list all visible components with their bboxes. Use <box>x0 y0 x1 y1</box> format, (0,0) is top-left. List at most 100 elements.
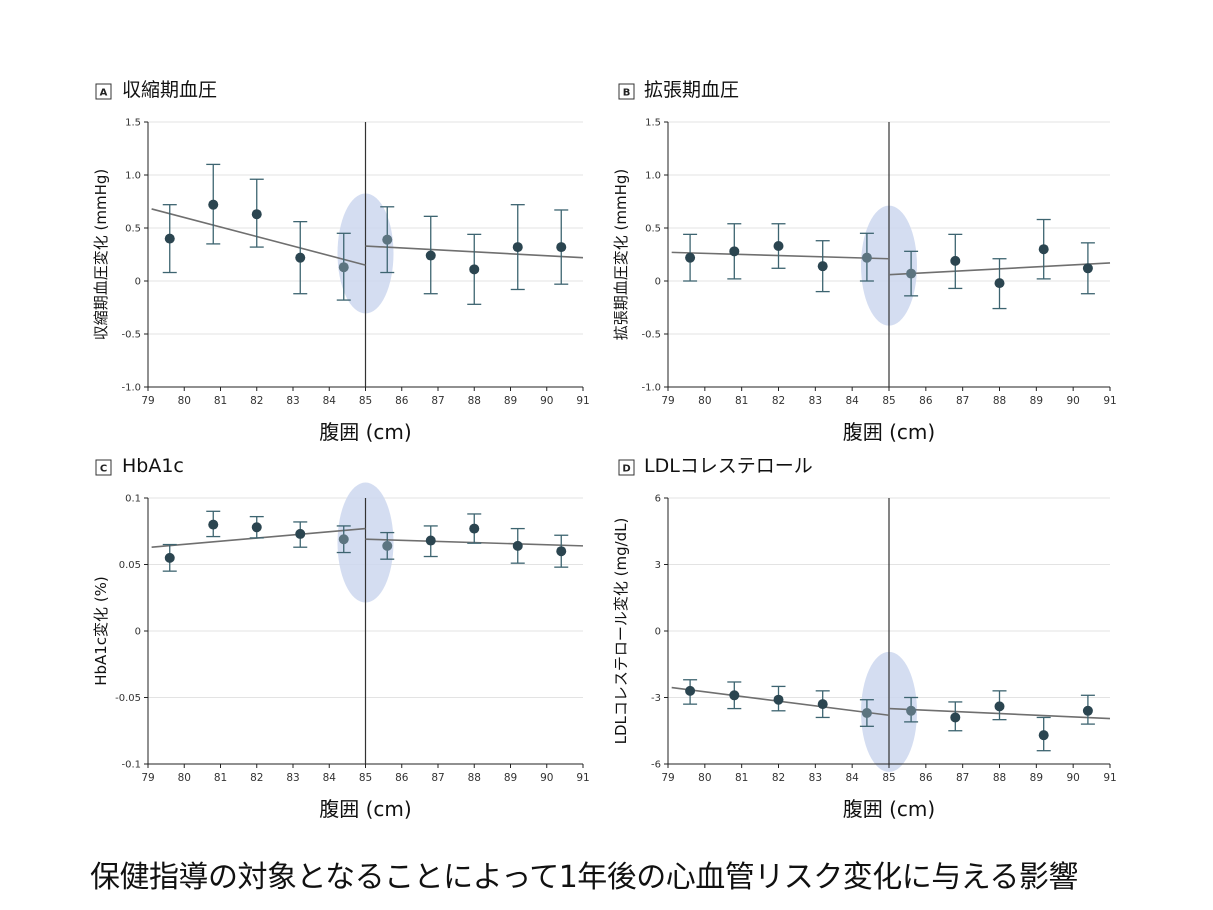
x-tick-label: 86 <box>395 772 409 784</box>
data-point <box>512 540 523 551</box>
x-tick-label: 82 <box>250 395 263 407</box>
panel-letter: B <box>623 88 631 99</box>
x-tick-label: 81 <box>214 772 227 784</box>
x-tick-label: 88 <box>468 772 481 784</box>
data-point <box>469 264 480 275</box>
x-tick-label: 85 <box>882 772 895 784</box>
data-point <box>1082 263 1093 274</box>
x-tick-label: 83 <box>286 395 299 407</box>
x-tick-label: 86 <box>395 395 409 407</box>
panel-letter-box <box>95 459 112 476</box>
y-axis-title: HbA1c変化 (%) <box>92 576 110 686</box>
y-tick-label: -0.5 <box>641 330 661 341</box>
panel-letter: A <box>100 88 108 99</box>
chart-panel-d: D LDLコレステロール 6 3 0 -3 -679 80 81 82 83 84 85 86 87 88 89… <box>612 455 1117 821</box>
chart-panel-c: C HbA1c 0.1 0.05 0 -0.05 -0.179 80 81 82 83 84 85 86 8… <box>92 455 590 821</box>
data-point <box>817 699 828 710</box>
figure-caption: 保健指導の対象となることによって1年後の心血管リスク変化に与える影響 <box>90 860 1078 895</box>
panel-letter: C <box>100 464 107 475</box>
data-point <box>773 694 784 705</box>
x-tick-label: 80 <box>178 772 191 784</box>
x-tick-label: 80 <box>698 772 711 784</box>
panel-title: HbA1c <box>122 455 184 477</box>
x-tick-label: 84 <box>323 395 337 407</box>
data-point <box>164 233 175 244</box>
y-tick-label: 0 <box>655 277 661 288</box>
x-tick-label: 83 <box>809 772 822 784</box>
data-point <box>861 708 872 719</box>
data-point <box>338 262 349 273</box>
x-tick-label: 90 <box>1066 772 1079 784</box>
x-tick-label: 86 <box>919 395 933 407</box>
data-point <box>164 552 175 563</box>
data-point <box>773 241 784 252</box>
y-tick-label: -3 <box>651 693 661 704</box>
data-point <box>1038 730 1049 741</box>
data-point <box>512 242 523 253</box>
x-tick-label: 81 <box>735 395 748 407</box>
panel-letter: D <box>622 464 630 475</box>
y-tick-label: 6 <box>655 494 661 505</box>
x-tick-label: 89 <box>504 772 517 784</box>
data-point <box>208 199 219 210</box>
y-tick-label: 1.5 <box>125 118 141 129</box>
data-point <box>994 701 1005 712</box>
y-tick-label: -6 <box>651 760 661 771</box>
x-tick-label: 84 <box>845 772 859 784</box>
panel-letter-box <box>618 83 635 100</box>
x-tick-label: 91 <box>576 395 589 407</box>
y-tick-label: 1.5 <box>645 118 661 129</box>
x-tick-label: 82 <box>250 772 263 784</box>
data-point <box>994 278 1005 289</box>
data-point <box>906 268 917 279</box>
y-tick-label: 0 <box>135 627 141 638</box>
data-point <box>817 261 828 272</box>
data-point <box>251 209 262 220</box>
chart-panel-a: A 収縮期血圧 1.5 1.0 0.5 0 -0.5 -1.079 80 81 82 83 84 85 86… <box>92 79 590 444</box>
data-point <box>950 255 961 266</box>
x-tick-label: 85 <box>359 772 372 784</box>
x-tick-label: 91 <box>1103 395 1116 407</box>
x-tick-label: 83 <box>286 772 299 784</box>
data-point <box>425 250 436 261</box>
x-tick-label: 90 <box>1066 395 1079 407</box>
x-tick-label: 81 <box>214 395 227 407</box>
x-tick-label: 79 <box>661 772 674 784</box>
data-point <box>295 252 306 263</box>
x-tick-label: 89 <box>1030 395 1043 407</box>
y-tick-label: 1.0 <box>645 171 661 182</box>
x-tick-label: 79 <box>141 772 154 784</box>
y-tick-label: -1.0 <box>641 383 661 394</box>
x-axis-title: 腹囲 (cm) <box>319 797 411 821</box>
y-tick-label: -0.1 <box>121 760 141 771</box>
panel-letter-box <box>618 459 635 476</box>
fit-line-below-cutoff <box>151 208 366 266</box>
panel-letter-box <box>95 83 112 100</box>
x-axis-title: 腹囲 (cm) <box>843 797 935 821</box>
data-point <box>861 252 872 263</box>
panel-title: 収縮期血圧 <box>122 79 217 101</box>
data-point <box>382 234 393 245</box>
x-tick-label: 85 <box>882 395 895 407</box>
data-point <box>556 242 567 253</box>
y-tick-label: 3 <box>655 560 661 571</box>
data-point <box>729 690 740 701</box>
data-point <box>208 519 219 530</box>
y-tick-label: 0.5 <box>125 224 141 235</box>
y-tick-label: -0.5 <box>121 330 141 341</box>
x-axis-title: 腹囲 (cm) <box>843 420 935 444</box>
data-point <box>338 534 349 545</box>
x-tick-label: 89 <box>1030 772 1043 784</box>
x-tick-label: 84 <box>323 772 337 784</box>
y-tick-label: 0 <box>135 277 141 288</box>
x-tick-label: 88 <box>993 395 1006 407</box>
x-tick-label: 87 <box>431 772 444 784</box>
x-tick-label: 87 <box>956 395 969 407</box>
x-tick-label: 87 <box>956 772 969 784</box>
data-point <box>382 540 393 551</box>
data-point <box>685 685 696 696</box>
x-tick-label: 88 <box>468 395 481 407</box>
panel-title: LDLコレステロール <box>644 455 813 477</box>
x-axis-title: 腹囲 (cm) <box>319 420 411 444</box>
y-axis-title: 収縮期血圧変化 (mmHg) <box>92 169 110 341</box>
